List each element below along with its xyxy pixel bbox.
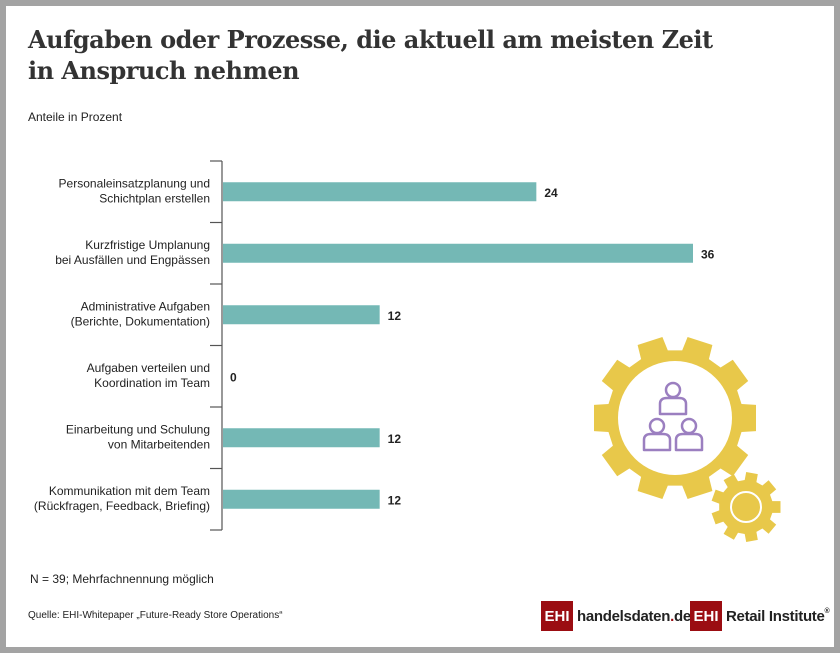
category-label: bei Ausfällen und Engpässen bbox=[55, 253, 210, 267]
data-label: 12 bbox=[388, 493, 402, 507]
chart-subtitle: Anteile in Prozent bbox=[28, 110, 123, 124]
bar bbox=[223, 489, 380, 509]
registered-mark: ® bbox=[824, 607, 830, 615]
category-label: Aufgaben verteilen und bbox=[87, 361, 210, 375]
bar bbox=[223, 182, 537, 202]
person-body-icon bbox=[642, 432, 672, 452]
data-label: 24 bbox=[544, 186, 558, 200]
category-label: (Rückfragen, Feedback, Briefing) bbox=[34, 499, 210, 513]
logo-text: de bbox=[673, 607, 691, 625]
data-label: 0 bbox=[230, 370, 237, 384]
person-body-icon bbox=[674, 432, 704, 452]
logo-text: handelsdaten bbox=[577, 607, 671, 625]
bar bbox=[223, 428, 380, 448]
category-label: Administrative Aufgaben bbox=[81, 299, 210, 313]
category-label: von Mitarbeitenden bbox=[108, 437, 210, 451]
data-label: 12 bbox=[388, 309, 402, 323]
small-gear-ring bbox=[730, 491, 762, 523]
chart-panel bbox=[6, 6, 834, 647]
small-gear-icon bbox=[711, 472, 781, 542]
logo-box: EHI bbox=[541, 601, 573, 631]
category-label: Koordination im Team bbox=[94, 376, 210, 390]
title-line-2: in Anspruch nehmen bbox=[28, 56, 300, 85]
category-label: Einarbeitung und Schulung bbox=[66, 422, 210, 436]
logo-dot: . bbox=[670, 607, 674, 625]
category-label: Kommunikation mit dem Team bbox=[49, 484, 210, 498]
large-gear-hole bbox=[618, 361, 732, 475]
bar bbox=[223, 305, 380, 325]
person-head-icon bbox=[648, 417, 666, 435]
logo-box: EHI bbox=[690, 601, 722, 631]
data-label: 36 bbox=[701, 247, 715, 261]
category-label: Kurzfristige Umplanung bbox=[85, 238, 210, 252]
category-label: Personaleinsatzplanung und bbox=[59, 176, 210, 190]
category-label: Schichtplan erstellen bbox=[99, 191, 210, 205]
person-head-icon bbox=[680, 417, 698, 435]
person-head-icon bbox=[664, 381, 682, 399]
bar bbox=[223, 243, 693, 263]
sample-note: N = 39; Mehrfachnennung möglich bbox=[30, 572, 214, 586]
ehi-retail-institute-logo: EHI Retail Institute® bbox=[690, 601, 830, 631]
data-label: 12 bbox=[388, 432, 402, 446]
chart-title: Aufgaben oder Prozesse, die aktuell am m… bbox=[28, 24, 713, 86]
person-body-icon bbox=[658, 396, 688, 416]
title-line-1: Aufgaben oder Prozesse, die aktuell am m… bbox=[28, 25, 713, 54]
category-label: (Berichte, Dokumentation) bbox=[71, 314, 210, 328]
logo-text: Retail Institute bbox=[726, 607, 825, 625]
source-note: Quelle: EHI-Whitepaper „Future-Ready Sto… bbox=[28, 610, 283, 621]
handelsdaten-logo: EHI handelsdaten.de bbox=[541, 601, 691, 631]
